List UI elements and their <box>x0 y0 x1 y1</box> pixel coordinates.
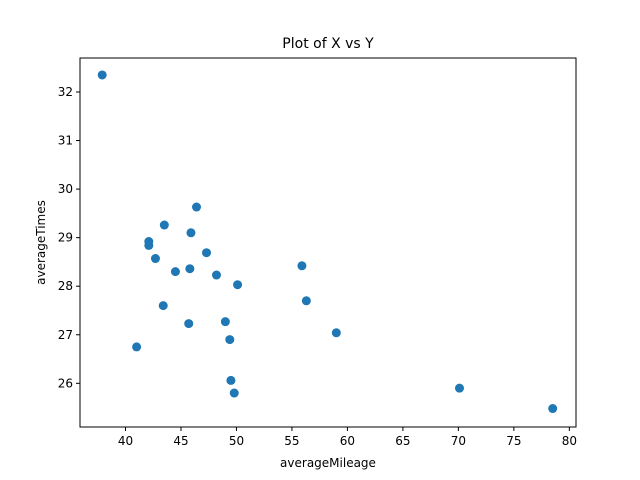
y-axis-ticks: 26 27 28 29 30 31 32 <box>58 85 80 390</box>
data-point-17 <box>226 375 236 385</box>
data-point-2 <box>132 342 142 352</box>
data-point-20 <box>297 261 307 271</box>
data-point-19 <box>233 280 243 290</box>
data-point-23 <box>454 383 464 393</box>
x-tick-label: 80 <box>562 434 577 448</box>
x-tick-label: 60 <box>340 434 355 448</box>
y-tick-label: 28 <box>58 279 73 293</box>
plot-frame <box>79 57 577 428</box>
data-point-13 <box>202 248 211 258</box>
y-tick-label: 26 <box>58 376 73 390</box>
data-point-8 <box>170 267 180 277</box>
y-tick-label: 27 <box>58 328 73 342</box>
data-points <box>97 70 558 414</box>
data-point-4 <box>144 240 154 250</box>
data-point-7 <box>159 220 169 230</box>
chart-title: Plot of X vs Y <box>282 36 374 52</box>
plot-area <box>80 58 576 427</box>
x-tick-label: 40 <box>118 434 133 448</box>
y-tick-label: 31 <box>58 134 73 148</box>
data-point-12 <box>192 202 202 212</box>
data-point-18 <box>229 388 239 398</box>
x-tick-label: 55 <box>284 434 299 448</box>
y-tick-label: 30 <box>58 182 73 196</box>
y-axis-label: averageTimes <box>34 200 48 285</box>
data-point-24 <box>548 404 558 414</box>
data-point-16 <box>225 335 235 345</box>
data-point-15 <box>220 317 230 327</box>
x-tick-label: 70 <box>451 434 466 448</box>
x-tick-label: 65 <box>395 434 410 448</box>
data-point-1 <box>97 70 107 80</box>
y-tick-label: 29 <box>58 231 73 245</box>
x-tick-label: 75 <box>506 434 521 448</box>
data-point-10 <box>185 264 195 274</box>
y-tick-label: 32 <box>58 85 73 99</box>
x-axis-ticks: 40 45 50 55 60 65 70 75 80 <box>118 427 577 448</box>
data-point-5 <box>150 254 160 264</box>
data-point-11 <box>186 228 196 238</box>
data-point-22 <box>331 328 341 338</box>
data-point-14 <box>211 270 221 280</box>
x-tick-label: 45 <box>173 434 188 448</box>
x-axis-label: averageMileage <box>280 456 376 470</box>
data-point-6 <box>158 301 168 311</box>
x-tick-label: 50 <box>229 434 244 448</box>
data-point-21 <box>301 296 311 306</box>
data-point-9 <box>184 319 194 329</box>
